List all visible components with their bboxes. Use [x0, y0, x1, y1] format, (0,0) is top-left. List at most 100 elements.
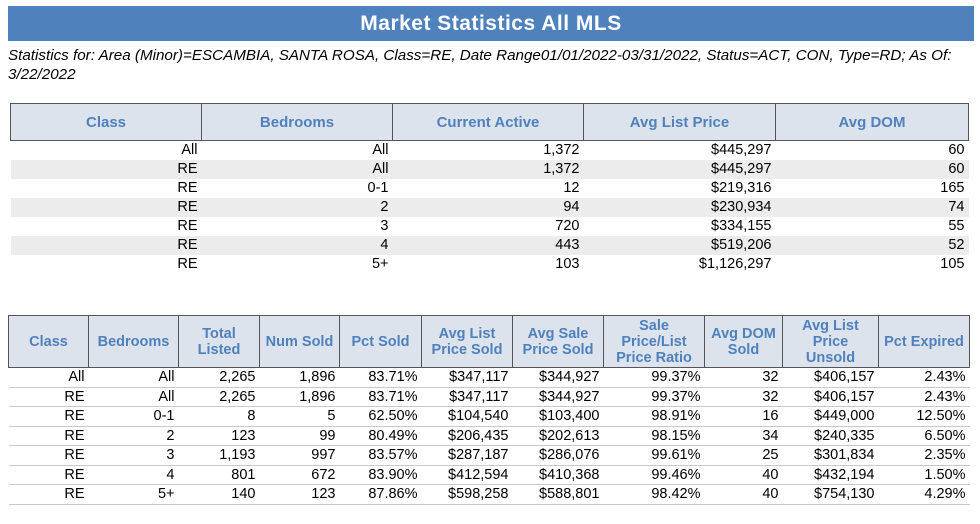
column-header-current-active: Current Active [392, 103, 584, 141]
table-cell: $286,076 [512, 445, 604, 466]
column-header-pct-sold: Pct Sold [339, 315, 422, 368]
table-cell: 997 [259, 445, 340, 466]
table-cell: All [88, 387, 179, 407]
table-cell: 83.57% [339, 445, 422, 466]
table-cell: 12 [563, 180, 580, 196]
column-header-avg-list-price: Avg List Price [583, 103, 776, 141]
column-header-avg-list-price-unsold: Avg List Price Unsold [782, 315, 879, 368]
table-cell: 40 [704, 484, 783, 505]
column-header-sale-price-list-price-ratio: Sale Price/List Price Ratio [603, 315, 705, 368]
table-cell: $406,157 [782, 387, 879, 407]
table-cell: RE [8, 406, 89, 427]
table-cell: 52 [775, 236, 969, 255]
table-cell: All [181, 142, 198, 158]
table-row: RE 2 123 99 80.49% $206,435 $202,613 98.15% 34 $2… [8, 426, 970, 446]
table-cell: 3 [88, 445, 179, 466]
table-cell: 3 [380, 218, 389, 234]
table-cell: 8 [178, 406, 260, 427]
table-cell: $301,834 [782, 445, 879, 466]
table-cell: $406,157 [782, 367, 879, 388]
table-row: RE 0-1 12 $219,316 165 [11, 179, 969, 198]
table-cell: 6.50% [878, 426, 970, 446]
table-cell: 720 [555, 218, 580, 234]
table-cell: 443 [392, 236, 584, 255]
table-cell: 32 [704, 387, 783, 407]
table-cell: RE [177, 218, 198, 234]
table-cell: RE [8, 445, 89, 466]
table-cell: RE [10, 198, 202, 217]
table-cell: RE [8, 426, 89, 446]
table-cell: 12.50% [878, 406, 970, 427]
table-cell: 83.71% [339, 367, 422, 388]
report-title: Market Statistics All MLS [360, 11, 622, 35]
table-cell: 2,265 [178, 387, 260, 407]
table-cell: $445,297 [711, 142, 772, 158]
table-cell: 2 [201, 198, 393, 217]
table-row: RE 5+ 103 $1,126,297 105 [11, 255, 969, 274]
table-cell: 801 [178, 465, 260, 485]
table-cell: 34 [704, 426, 783, 446]
table-cell: 99.37% [603, 367, 705, 388]
table-row: RE 0-1 8 5 62.50% $104,540 $103,400 98.91% 16 $44… [8, 406, 970, 427]
table-cell: $598,258 [421, 484, 513, 505]
table-cell: $449,000 [782, 406, 879, 427]
table-cell: 165 [940, 180, 965, 196]
table-cell: 98.42% [603, 484, 705, 505]
table-cell: $344,927 [512, 387, 604, 407]
table-row: RE 5+ 140 123 87.86% $598,258 $588,801 98.42% 40… [8, 484, 970, 505]
table-cell: $202,613 [512, 426, 604, 446]
table-cell: RE [8, 387, 89, 407]
table-cell: $344,927 [512, 367, 604, 388]
table-cell: 103 [555, 256, 580, 272]
table-cell: 5+ [371, 256, 389, 272]
table-cell: $347,117 [421, 367, 513, 388]
table-cell: $432,194 [782, 465, 879, 485]
table-cell: All [372, 142, 389, 158]
column-header-avg-dom: Avg DOM [775, 103, 969, 141]
table-cell: 2.43% [878, 387, 970, 407]
table-cell: 16 [704, 406, 783, 427]
table-cell: 98.15% [603, 426, 705, 446]
sold-table-header: Class Bedrooms Total Listed Num Sold Pct Sol… [8, 315, 970, 368]
table-row: RE 3 720 $334,155 55 [11, 217, 969, 236]
table-cell: 1,372 [392, 160, 584, 179]
column-header-class: Class [10, 103, 202, 141]
table-cell: 99 [259, 426, 340, 446]
table-cell: $410,368 [512, 465, 604, 485]
column-header-total-listed: Total Listed [178, 315, 260, 368]
table-cell: 94 [392, 198, 584, 217]
table-cell: 5 [259, 406, 340, 427]
table-cell: 4 [201, 236, 393, 255]
table-cell: $754,130 [782, 484, 879, 505]
table-cell: RE [8, 465, 89, 485]
table-cell: $206,435 [421, 426, 513, 446]
table-cell: $445,297 [583, 160, 776, 179]
table-row: All All 1,372 $445,297 60 [11, 141, 969, 161]
table-cell: 2.35% [878, 445, 970, 466]
table-cell: RE [8, 484, 89, 505]
table-cell: 99.46% [603, 465, 705, 485]
table-cell: RE [10, 160, 202, 179]
table-cell: $104,540 [421, 406, 513, 427]
table-cell: 4.29% [878, 484, 970, 505]
table-cell: 123 [178, 426, 260, 446]
table-cell: 2,265 [178, 367, 260, 388]
table-cell: 25 [704, 445, 783, 466]
table-cell: RE [10, 236, 202, 255]
table-cell: $412,594 [421, 465, 513, 485]
table-cell: $347,117 [421, 387, 513, 407]
table-cell: $287,187 [421, 445, 513, 466]
table-cell: $103,400 [512, 406, 604, 427]
table-cell: 74 [775, 198, 969, 217]
column-header-bedrooms: Bedrooms [201, 103, 393, 141]
table-cell: 1,372 [543, 142, 580, 158]
table-cell: $588,801 [512, 484, 604, 505]
sold-table-body: All All 2,265 1,896 83.71% $347,117 $344,927 99… [8, 367, 970, 505]
column-header-pct-expired: Pct Expired [878, 315, 970, 368]
report-subtitle: Statistics for: Area (Minor)=ESCAMBIA, S… [8, 47, 952, 83]
table-row: RE 4 801 672 83.90% $412,594 $410,368 99.46% 40 $… [8, 465, 970, 485]
table-cell: 4 [88, 465, 179, 485]
table-cell: $519,206 [583, 236, 776, 255]
table-row: RE All 2,265 1,896 83.71% $347,117 $344,927 99.… [8, 387, 970, 407]
table-cell: 32 [704, 367, 783, 388]
